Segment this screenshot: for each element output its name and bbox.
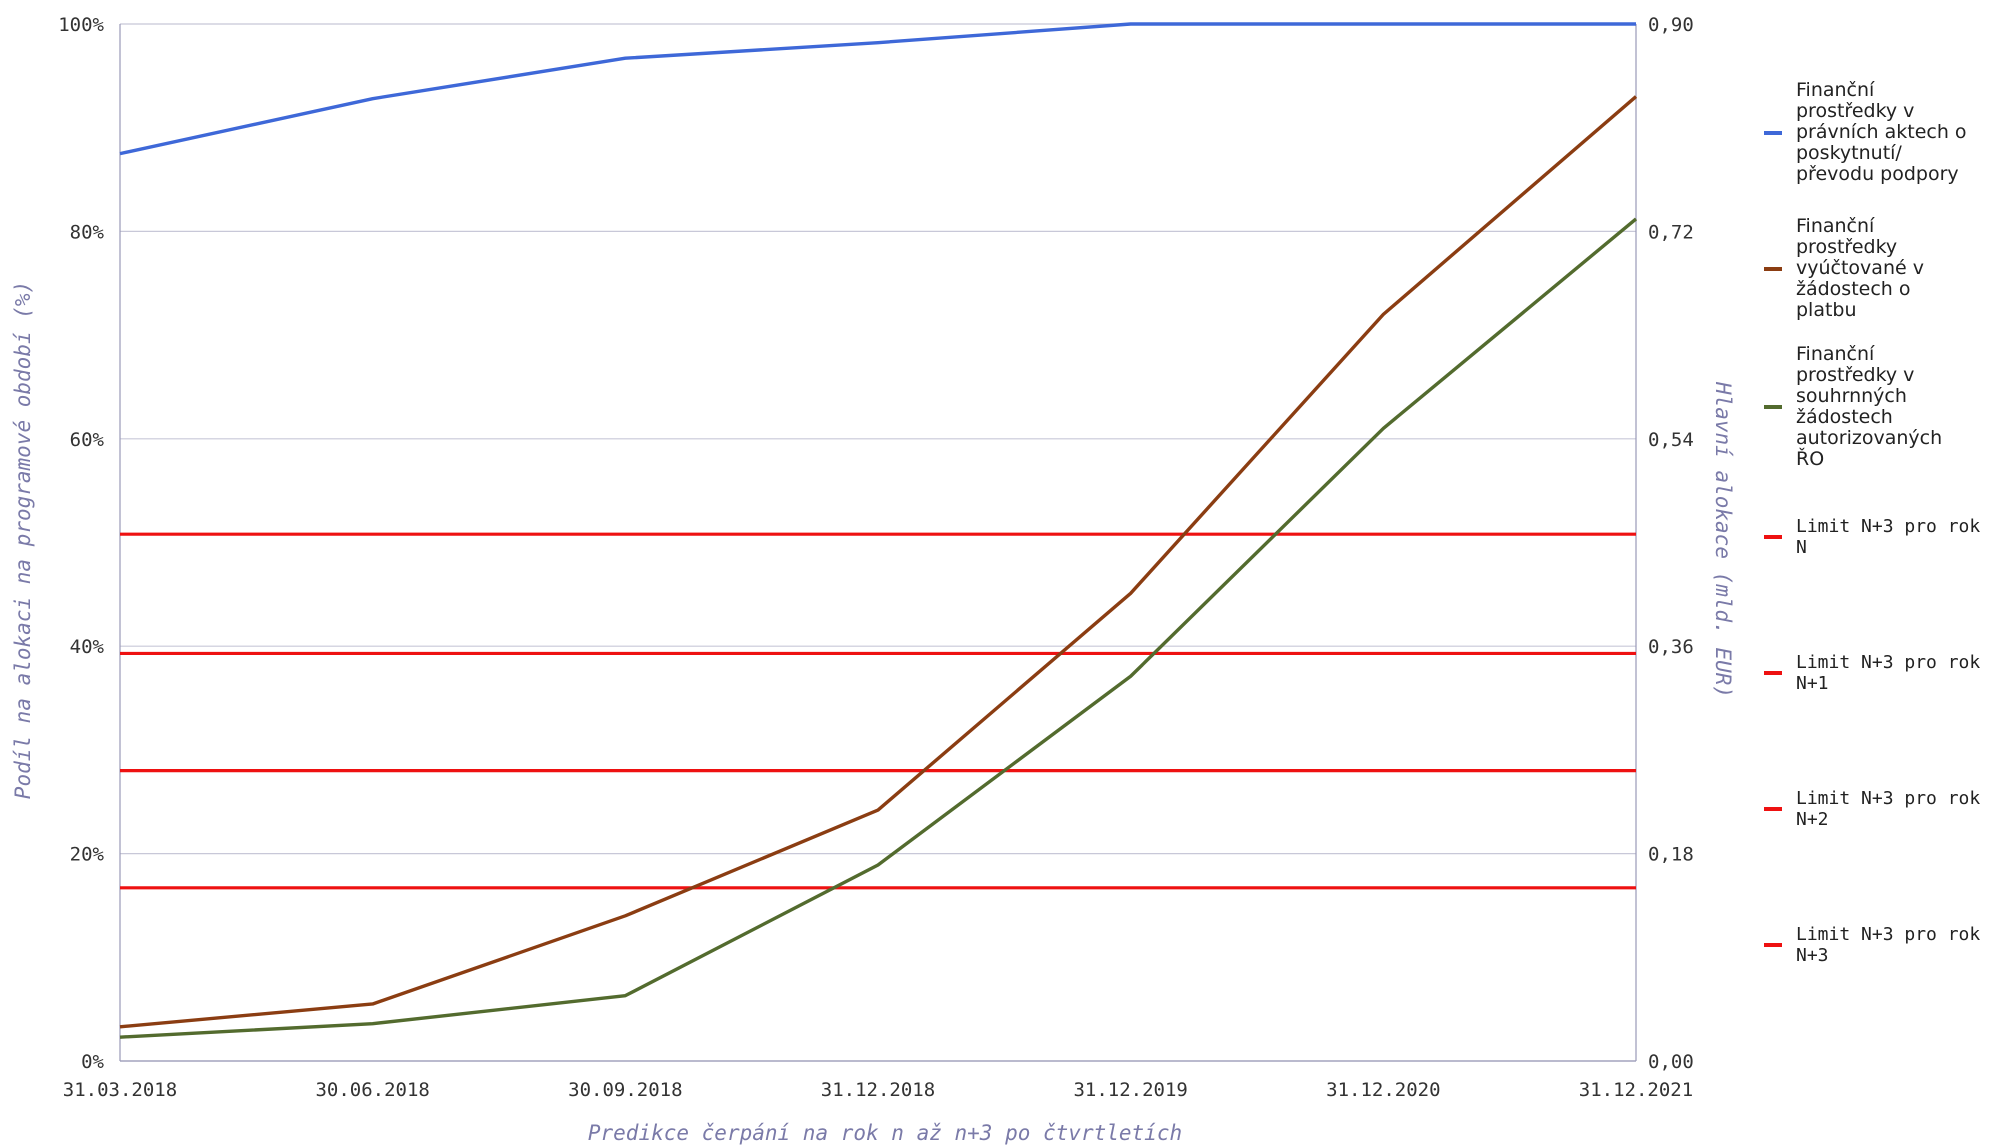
- x-tick-label: 31.12.2020: [1326, 1079, 1440, 1101]
- y2-tick-label: 0,00: [1648, 1051, 1694, 1073]
- series-line: [119, 217, 1638, 1039]
- legend-swatch: [1764, 671, 1782, 675]
- y2-tick-label: 0,54: [1648, 429, 1694, 451]
- y-tick-label: 100%: [58, 14, 104, 36]
- y2-tick-label: 0,18: [1648, 844, 1694, 866]
- y2-tick-label: 0,72: [1648, 221, 1694, 243]
- legend-swatch: [1764, 943, 1782, 947]
- legend-swatch: [1764, 807, 1782, 811]
- legend-label: Finanční prostředky v souhrnných žádoste…: [1796, 343, 1943, 470]
- x-tick-label: 31.12.2018: [821, 1079, 935, 1101]
- y-tick-label: 80%: [70, 221, 105, 243]
- x-axis-title: Predikce čerpání na rok n až n+3 po čtvr…: [588, 1121, 1182, 1145]
- gridlines: [120, 23, 1636, 1062]
- series-lines: [119, 22, 1638, 1039]
- legend-label: Limit N+3 pro rok N: [1796, 516, 1981, 558]
- y-tick-label: 40%: [70, 636, 105, 658]
- y2-tick-label: 0,36: [1648, 636, 1694, 658]
- legend-label: Finanční prostředky v právních aktech o …: [1796, 79, 1967, 185]
- limit-lines: [120, 532, 1636, 890]
- legend-item: Finanční prostředky vyúčtované v žádoste…: [1760, 216, 1924, 321]
- legend-label: Finanční prostředky vyúčtované v žádoste…: [1796, 215, 1924, 321]
- y-tick-label: 60%: [70, 429, 105, 451]
- x-tick-label: 31.12.2021: [1579, 1079, 1693, 1101]
- legend-swatch: [1764, 405, 1782, 409]
- y-tick-label: 20%: [70, 844, 105, 866]
- legend-item: Limit N+3 pro rok N: [1760, 516, 1980, 558]
- legend-swatch: [1764, 266, 1782, 271]
- tick-labels: 0% 0,00 20% 0,18 40% 0,36 60% 0,54 80% 0,72 100% 0,…: [58, 14, 1694, 1101]
- y2-axis-title: Hlavní alokace (mld. EUR): [1711, 381, 1735, 698]
- legend-swatch: [1764, 535, 1782, 539]
- series-line: [119, 22, 1636, 156]
- legend-label: Limit N+3 pro rok N+2: [1796, 788, 1981, 830]
- x-tick-label: 31.12.2019: [1073, 1079, 1187, 1101]
- legend-swatch: [1764, 130, 1782, 135]
- x-tick-label: 31.03.2018: [63, 1079, 177, 1101]
- legend-label: Limit N+3 pro rok N+1: [1796, 652, 1981, 694]
- series-line: [119, 95, 1638, 1029]
- x-tick-label: 30.09.2018: [568, 1079, 682, 1101]
- legend-item: Limit N+3 pro rok N+2: [1760, 788, 1980, 830]
- y-tick-label: 0%: [81, 1051, 104, 1073]
- legend-item: Finanční prostředky v právních aktech o …: [1760, 80, 1967, 185]
- y2-tick-label: 0,90: [1648, 14, 1694, 36]
- legend-item: Limit N+3 pro rok N+1: [1760, 652, 1980, 694]
- legend-item: Limit N+3 pro rok N+3: [1760, 924, 1980, 966]
- axes: [119, 24, 1637, 1062]
- legend-item: Finanční prostředky v souhrnných žádoste…: [1760, 344, 1942, 470]
- y-axis-title: Podíl na alokaci na programové období (%…: [11, 281, 35, 799]
- legend-label: Limit N+3 pro rok N+3: [1796, 924, 1981, 966]
- x-tick-label: 30.06.2018: [315, 1079, 429, 1101]
